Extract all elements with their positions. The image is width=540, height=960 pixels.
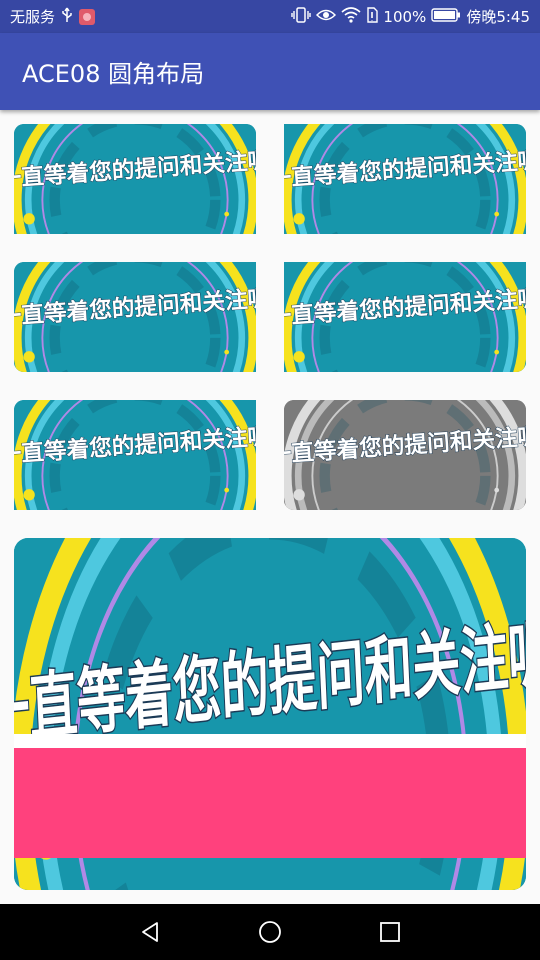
toolbar: ACE08 圆角布局 [0, 33, 540, 110]
time-text: 傍晚5:45 [466, 8, 530, 26]
carrier-text: 无服务 [10, 8, 56, 26]
sim-icon [366, 6, 379, 27]
recents-icon[interactable] [360, 904, 420, 960]
usb-icon [61, 7, 73, 27]
status-bar: 无服务 100% 傍晚5:45 [0, 0, 540, 33]
battery-icon [431, 7, 461, 26]
navigation-bar [0, 904, 540, 960]
page-title: ACE08 圆角布局 [22, 60, 205, 88]
rounded-banner-1[interactable]: 一直等着您的提问和关注呢 [14, 124, 256, 234]
eye-icon [316, 8, 337, 26]
pink-overlay-strip [14, 734, 526, 858]
vibrate-icon [291, 6, 312, 27]
recorder-icon [79, 8, 96, 25]
home-icon[interactable] [240, 904, 300, 960]
battery-text: 100% [383, 7, 427, 26]
back-icon[interactable] [120, 904, 180, 960]
rounded-banner-5[interactable]: 一直等着您的提问和关注呢 [14, 400, 256, 510]
wifi-icon [341, 6, 361, 27]
rounded-banner-2[interactable]: 一直等着您的提问和关注呢 [284, 124, 526, 234]
rounded-banner-3[interactable]: 一直等着您的提问和关注呢 [14, 262, 256, 372]
pink-block [14, 748, 526, 858]
rounded-banner-grayscale[interactable]: 一直等着您的提问和关注呢 [284, 400, 526, 510]
rounded-banner-4[interactable]: 一直等着您的提问和关注呢 [284, 262, 526, 372]
